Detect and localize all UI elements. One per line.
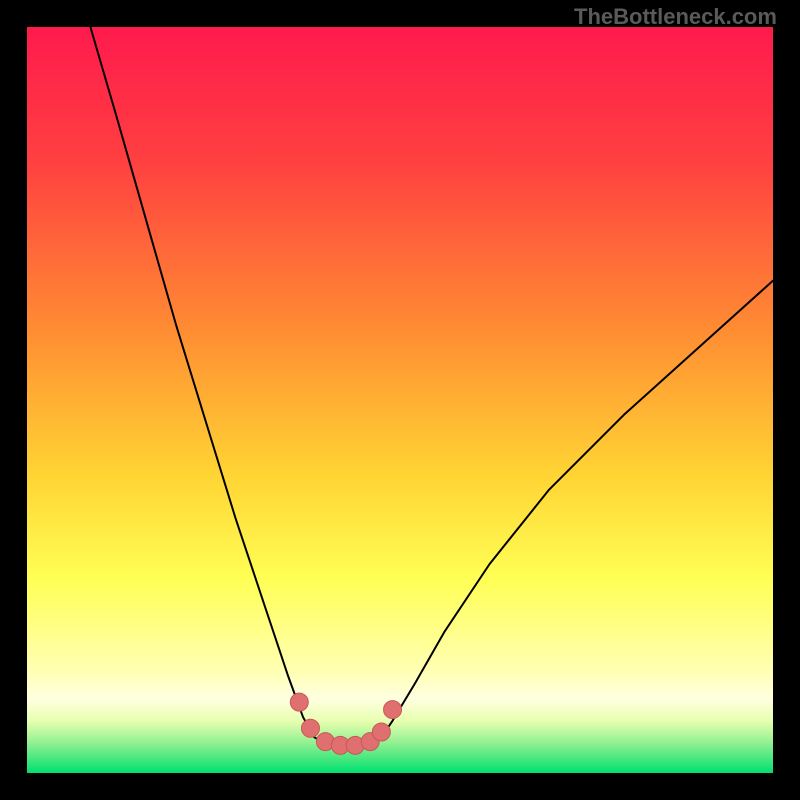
valley-marker [301,719,319,737]
valley-marker [372,723,390,741]
chart-outer: TheBottleneck.com [0,0,800,800]
plot-area [27,27,773,773]
valley-marker [290,693,308,711]
watermark-text: TheBottleneck.com [574,4,777,30]
plot-svg [27,27,773,773]
valley-marker [384,701,402,719]
